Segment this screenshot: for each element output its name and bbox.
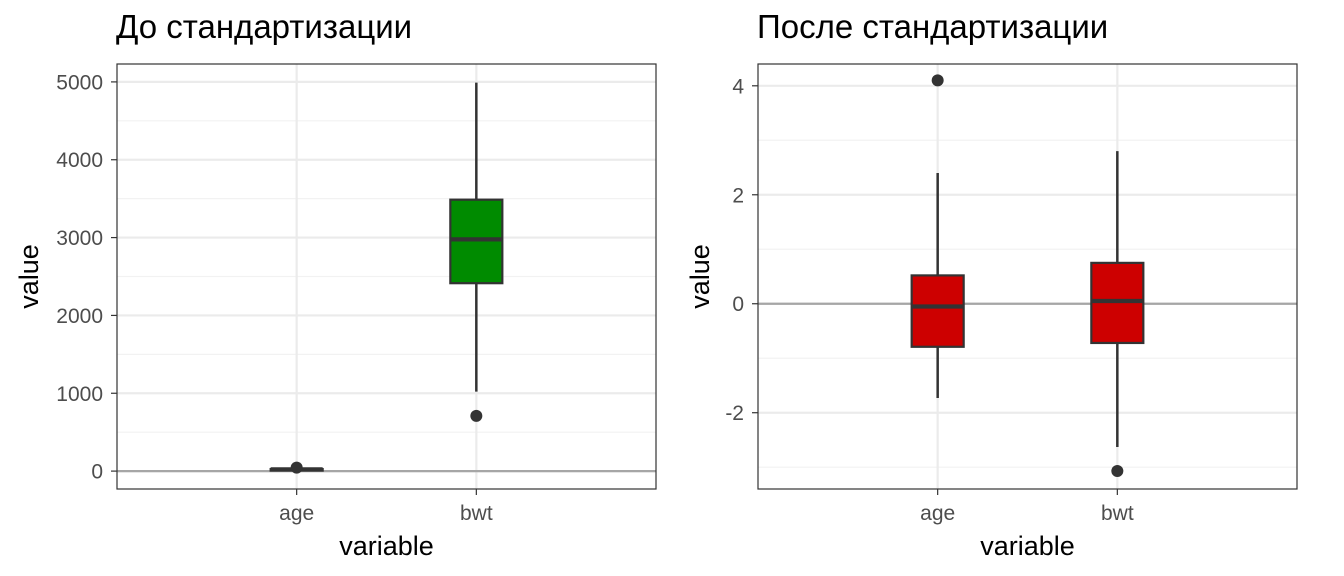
panel-right-x-tick-label: age — [920, 502, 955, 525]
panel-right-y-tick-label: 2 — [732, 184, 744, 207]
panel-right-outlier-bwt — [1111, 465, 1124, 478]
panel-left-y-tick-label: 0 — [91, 461, 103, 484]
panel-left-outlier-bwt — [470, 409, 483, 422]
panel-left-y-tick-label: 3000 — [56, 227, 103, 250]
panel-right-y-tick-label: -2 — [725, 402, 744, 425]
panel-right-title: После стандартизации — [757, 8, 1109, 45]
panel-left-y-tick-label: 4000 — [56, 149, 103, 172]
panel-right-x-tick-label: bwt — [1101, 502, 1134, 525]
panel-right-box-age — [910, 274, 965, 348]
panel-right-outlier-age — [931, 74, 944, 87]
panel-left-y-tick-label: 2000 — [56, 305, 103, 328]
panel-right-y-tick-label: 0 — [732, 293, 744, 316]
panel-right-panel-border — [757, 63, 1298, 490]
panel-left-y-axis-title: value — [14, 244, 44, 309]
panel-right-y-tick-label: 4 — [732, 75, 744, 98]
panel-right-plot-background — [758, 64, 1297, 489]
panel-left-panel-border — [116, 63, 657, 490]
panel-left-y-tick-label: 1000 — [56, 383, 103, 406]
panel-left-y-tick-label: 5000 — [56, 71, 103, 94]
panel-left-x-axis-title: variable — [339, 531, 434, 561]
panel-left-x-tick-label: bwt — [460, 502, 493, 525]
panel-left-x-tick-label: age — [279, 502, 314, 525]
panel-right-x-axis-title: variable — [980, 531, 1075, 561]
panel-right-y-axis-title: value — [685, 244, 715, 309]
panel-left-outlier-age — [290, 461, 303, 474]
panel-left-title: До стандартизации — [116, 8, 413, 45]
